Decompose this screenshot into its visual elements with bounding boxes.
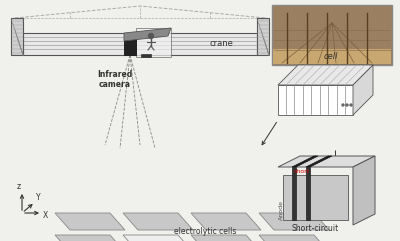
Circle shape [148, 33, 154, 39]
Polygon shape [124, 28, 171, 41]
Polygon shape [55, 213, 125, 230]
Text: Y: Y [36, 193, 41, 202]
Bar [11, 18, 23, 55]
Polygon shape [259, 213, 329, 230]
Polygon shape [283, 175, 348, 220]
Text: X: X [43, 211, 48, 220]
Polygon shape [278, 85, 353, 115]
Polygon shape [123, 213, 193, 230]
Polygon shape [306, 167, 310, 220]
Text: short: short [294, 169, 310, 174]
Polygon shape [292, 156, 318, 167]
Bar [124, 33, 136, 55]
Text: cell: cell [323, 52, 338, 61]
Circle shape [350, 104, 352, 106]
Polygon shape [306, 156, 332, 167]
Text: crane: crane [210, 40, 234, 48]
Polygon shape [278, 65, 373, 85]
Circle shape [346, 104, 348, 106]
Text: Short-circuit: Short-circuit [292, 224, 339, 233]
Polygon shape [278, 156, 375, 167]
Polygon shape [259, 235, 329, 241]
Text: Infrared
camera: Infrared camera [97, 70, 133, 89]
Polygon shape [353, 65, 373, 115]
Bar [273, 49, 391, 64]
Text: Anode: Anode [279, 200, 284, 220]
Text: z: z [17, 182, 21, 191]
Bar [272, 5, 392, 65]
Polygon shape [136, 28, 171, 57]
Polygon shape [191, 235, 261, 241]
Polygon shape [55, 235, 125, 241]
Polygon shape [191, 213, 261, 230]
Text: electrolytic cells: electrolytic cells [174, 227, 236, 236]
Bar [23, 33, 257, 55]
Polygon shape [123, 235, 193, 241]
Bar [141, 54, 151, 57]
Circle shape [342, 104, 344, 106]
Polygon shape [353, 156, 375, 225]
Polygon shape [292, 167, 296, 220]
Bar [257, 18, 269, 55]
